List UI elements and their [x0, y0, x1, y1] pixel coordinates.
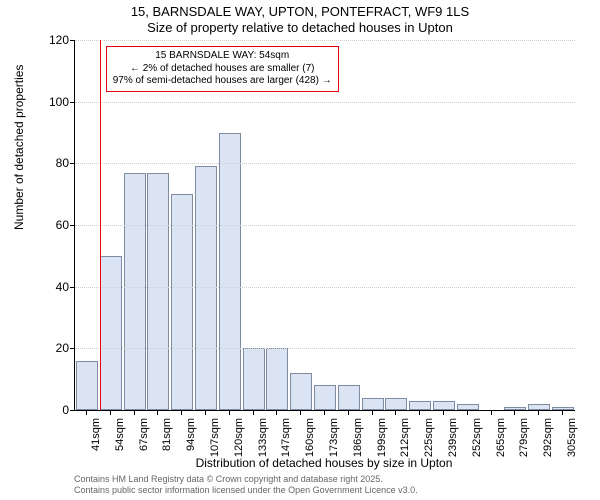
- y-tick-mark: [70, 225, 75, 226]
- x-tick-mark: [372, 410, 373, 415]
- y-tick-label: 60: [39, 218, 69, 232]
- bar: [147, 173, 169, 410]
- y-tick-mark: [70, 102, 75, 103]
- reference-marker: [100, 40, 101, 410]
- x-tick-mark: [348, 410, 349, 415]
- x-tick-mark: [395, 410, 396, 415]
- annotation-box: 15 BARNSDALE WAY: 54sqm ← 2% of detached…: [106, 46, 339, 92]
- y-tick-label: 80: [39, 156, 69, 170]
- bar: [314, 385, 336, 410]
- annotation-line-3: 97% of semi-detached houses are larger (…: [113, 75, 332, 88]
- gridline: [75, 102, 575, 103]
- annotation-line-2: ← 2% of detached houses are smaller (7): [113, 63, 332, 76]
- bar: [409, 401, 431, 410]
- bar: [195, 166, 217, 410]
- y-tick-label: 40: [39, 280, 69, 294]
- y-tick-mark: [70, 287, 75, 288]
- x-tick-mark: [205, 410, 206, 415]
- bar: [504, 407, 526, 410]
- x-tick-mark: [491, 410, 492, 415]
- y-tick-label: 100: [39, 95, 69, 109]
- x-tick-mark: [157, 410, 158, 415]
- footnote-line-1: Contains HM Land Registry data © Crown c…: [74, 474, 418, 485]
- bar: [362, 398, 384, 410]
- y-tick-label: 0: [39, 403, 69, 417]
- x-tick-mark: [324, 410, 325, 415]
- y-tick-mark: [70, 163, 75, 164]
- gridline: [75, 225, 575, 226]
- y-tick-label: 120: [39, 33, 69, 47]
- x-tick-mark: [134, 410, 135, 415]
- bar: [290, 373, 312, 410]
- x-tick-mark: [538, 410, 539, 415]
- annotation-line-1: 15 BARNSDALE WAY: 54sqm: [113, 50, 332, 63]
- x-tick-mark: [443, 410, 444, 415]
- gridline: [75, 348, 575, 349]
- x-tick-mark: [300, 410, 301, 415]
- x-tick-mark: [276, 410, 277, 415]
- y-tick-label: 20: [39, 341, 69, 355]
- y-tick-mark: [70, 40, 75, 41]
- bar: [457, 404, 479, 410]
- bar: [76, 361, 98, 410]
- bar: [243, 348, 265, 410]
- x-tick-mark: [253, 410, 254, 415]
- bar: [385, 398, 407, 410]
- y-axis-label: Number of detached properties: [12, 65, 26, 230]
- footnote: Contains HM Land Registry data © Crown c…: [74, 474, 418, 496]
- bar: [338, 385, 360, 410]
- bar: [171, 194, 193, 410]
- x-tick-mark: [181, 410, 182, 415]
- x-tick-mark: [110, 410, 111, 415]
- gridline: [75, 40, 575, 41]
- x-tick-mark: [86, 410, 87, 415]
- gridline: [75, 163, 575, 164]
- x-tick-mark: [229, 410, 230, 415]
- plot-area: 15 BARNSDALE WAY: 54sqm ← 2% of detached…: [74, 40, 575, 411]
- bar: [124, 173, 146, 410]
- bar: [433, 401, 455, 410]
- bar: [552, 407, 574, 410]
- x-axis-label: Distribution of detached houses by size …: [74, 456, 574, 470]
- y-tick-mark: [70, 410, 75, 411]
- title-line-2: Size of property relative to detached ho…: [0, 20, 600, 36]
- bar: [528, 404, 550, 410]
- footnote-line-2: Contains public sector information licen…: [74, 485, 418, 496]
- x-tick-mark: [467, 410, 468, 415]
- y-tick-mark: [70, 348, 75, 349]
- x-tick-mark: [514, 410, 515, 415]
- title-line-1: 15, BARNSDALE WAY, UPTON, PONTEFRACT, WF…: [0, 0, 600, 20]
- gridline: [75, 287, 575, 288]
- x-tick-mark: [562, 410, 563, 415]
- chart-area: 15 BARNSDALE WAY: 54sqm ← 2% of detached…: [74, 40, 574, 430]
- bar: [219, 133, 241, 411]
- x-tick-mark: [419, 410, 420, 415]
- bar: [266, 348, 288, 410]
- bar: [100, 256, 122, 410]
